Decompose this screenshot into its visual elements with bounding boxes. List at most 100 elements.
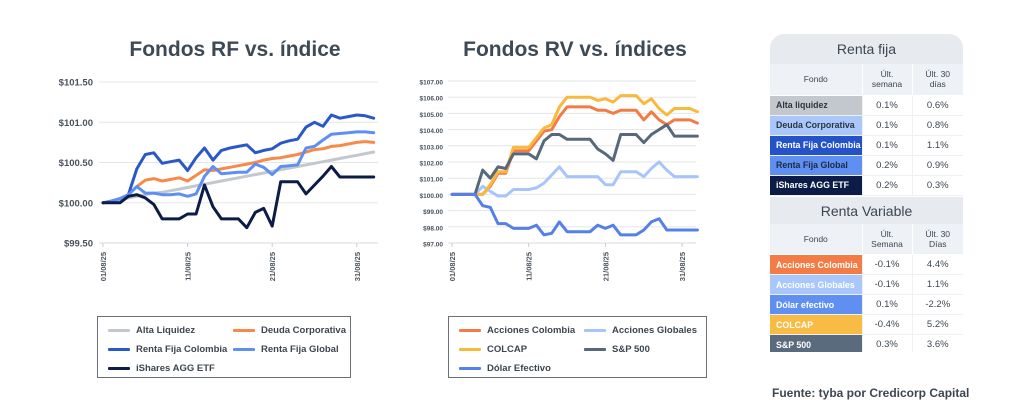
- legend-item: Alta Liquidez: [108, 325, 195, 336]
- table-row: Acciones Globales -0.1% 1.1%: [770, 274, 963, 295]
- legend-rf: Alta Liquidez Deuda Corporativa Renta Fija…: [97, 316, 351, 378]
- y-tick-label: $99.50: [64, 239, 93, 250]
- header-fondo-text: Fondo: [803, 233, 828, 244]
- series-line-ishares-agg-etf: [101, 165, 376, 230]
- legend-swatch: [459, 367, 481, 370]
- header-text: Últ. 30: [925, 69, 951, 80]
- legend-item: Dólar Efectivo: [459, 363, 551, 374]
- legend-label: S&P 500: [612, 344, 650, 355]
- y-tick-label: $102.00: [420, 161, 444, 168]
- header-ult-30-dias: Últ. 30 Días: [912, 223, 963, 255]
- legend-label: Renta Fija Global: [261, 344, 339, 355]
- y-tick-label: $101.00: [59, 118, 93, 129]
- fund-name: S&P 500: [770, 334, 862, 352]
- x-tick-label: 21/08/25: [268, 252, 277, 281]
- series-line-d-lar-efectivo: [450, 192, 699, 237]
- weekly-return: -0.1%: [861, 254, 912, 275]
- x-tick-label: 11/08/25: [184, 252, 193, 281]
- header-ult-semana: Últ. Semana: [862, 223, 913, 255]
- header-text: Últ.: [880, 228, 894, 239]
- header-text: días: [929, 79, 946, 90]
- legend-swatch: [584, 348, 606, 351]
- y-tick-label: $103.00: [420, 144, 444, 151]
- weekly-return: -0.4%: [861, 314, 912, 335]
- y-tick-label: $104.00: [420, 128, 444, 135]
- source-note: Fuente: tyba por Credicorp Capital: [772, 386, 970, 400]
- legend-label: COLCAP: [487, 344, 528, 355]
- table-row: S&P 500 0.3% 3.6%: [770, 334, 963, 352]
- series-line-renta-fija-global: [101, 130, 376, 205]
- legend-label: iShares AGG ETF: [136, 363, 215, 374]
- renta-fija-table: Fondo Últ. semana Últ. 30 días Alta liquid…: [770, 64, 963, 196]
- y-tick-label: $106.00: [420, 96, 444, 103]
- weekly-return: -0.1%: [861, 274, 912, 295]
- y-tick-label: $100.00: [420, 193, 444, 200]
- renta-variable-table: Fondo Últ. Semana Últ. 30 Días Acciones Co…: [770, 223, 963, 352]
- monthly-return: 0.6%: [911, 95, 963, 116]
- monthly-return: 1.1%: [911, 135, 963, 156]
- chart-rv: $97.00 $98.00 $99.00 $100.00 $101.00 $102.00 $…: [420, 80, 699, 281]
- weekly-return: 0.3%: [861, 334, 912, 352]
- fund-name: Acciones Globales: [770, 274, 862, 295]
- chart-rf: $99.50 $100.00 $100.50 $101.00 $101.50 01/08/…: [59, 78, 378, 281]
- fund-name: Renta Fija Global: [770, 155, 862, 176]
- series-line-acciones-colombia: [450, 105, 699, 196]
- y-tick-label: $101.50: [59, 78, 93, 89]
- weekly-return: 0.1%: [861, 95, 912, 116]
- legend-item: iShares AGG ETF: [108, 363, 215, 374]
- weekly-return: 0.2%: [861, 175, 912, 196]
- y-tick-label: $107.00: [420, 80, 444, 87]
- series-line-acciones-globales: [450, 160, 699, 198]
- legend-label: Acciones Colombia: [487, 325, 576, 336]
- fund-name: Acciones Colombia: [770, 254, 862, 275]
- legend-swatch: [233, 329, 255, 332]
- renta-variable-rows: Acciones Colombia -0.1% 4.4% Acciones Globa…: [770, 254, 963, 352]
- legend-swatch: [459, 329, 481, 332]
- monthly-return: 5.2%: [911, 314, 963, 335]
- chart-title-rf: Fondos RF vs. índice: [129, 38, 341, 61]
- series-line-colcap: [450, 94, 699, 196]
- monthly-return: -2.2%: [911, 294, 963, 315]
- monthly-return: 1.1%: [911, 274, 963, 295]
- fund-name: iShares AGG ETF: [770, 175, 862, 196]
- y-tick-label: $100.00: [59, 198, 93, 209]
- table-row: Alta liquidez 0.1% 0.6%: [770, 95, 963, 116]
- table-row: Dólar efectivo 0.1% -2.2%: [770, 294, 963, 315]
- header-text: Días: [929, 238, 947, 249]
- series-line-s-p-500: [450, 123, 699, 196]
- legend-label: Acciones Globales: [612, 325, 698, 336]
- table-row: COLCAP -0.4% 5.2%: [770, 314, 963, 335]
- header-text: semana: [871, 79, 903, 90]
- header-text: Últ.: [880, 69, 894, 80]
- table-row: Renta Fija Colombia 0.1% 1.1%: [770, 135, 963, 156]
- header-ult-30-dias: Últ. 30 días: [912, 64, 963, 96]
- legend-item: Deuda Corporativa: [233, 325, 346, 336]
- y-tick-label: $99.00: [423, 209, 443, 216]
- y-tick-label: $101.00: [420, 177, 444, 184]
- legend-swatch: [584, 329, 606, 332]
- legend-item: Acciones Colombia: [459, 325, 575, 336]
- monthly-return: 4.4%: [911, 254, 963, 275]
- weekly-return: 0.1%: [861, 294, 912, 315]
- header-fondo: Fondo: [770, 64, 863, 96]
- legend-item: Renta Fija Global: [233, 344, 339, 355]
- legend-swatch: [233, 348, 255, 351]
- y-tick-label: $98.00: [423, 225, 443, 232]
- returns-table-card: Renta fija Fondo Últ. semana Últ. 30 días …: [770, 34, 963, 352]
- x-tick-label: 31/08/25: [678, 252, 687, 281]
- legend-swatch: [108, 329, 130, 332]
- table-row: Deuda Corporativa 0.1% 0.8%: [770, 115, 963, 136]
- legend-item: Acciones Globales: [584, 325, 697, 336]
- weekly-return: 0.1%: [861, 135, 912, 156]
- monthly-return: 3.6%: [911, 334, 963, 352]
- fund-name: COLCAP: [770, 314, 862, 335]
- x-tick-label: 01/08/25: [99, 252, 108, 281]
- fund-name: Renta Fija Colombia: [770, 135, 862, 156]
- x-tick-label: 31/08/25: [353, 252, 362, 281]
- y-tick-label: $105.00: [420, 112, 444, 119]
- legend-swatch: [108, 348, 130, 351]
- header-text: Últ. 30: [925, 228, 951, 239]
- table-row: iShares AGG ETF 0.2% 0.3%: [770, 175, 963, 196]
- legend-label: Renta Fija Colombia: [136, 344, 228, 355]
- weekly-return: 0.2%: [861, 155, 912, 176]
